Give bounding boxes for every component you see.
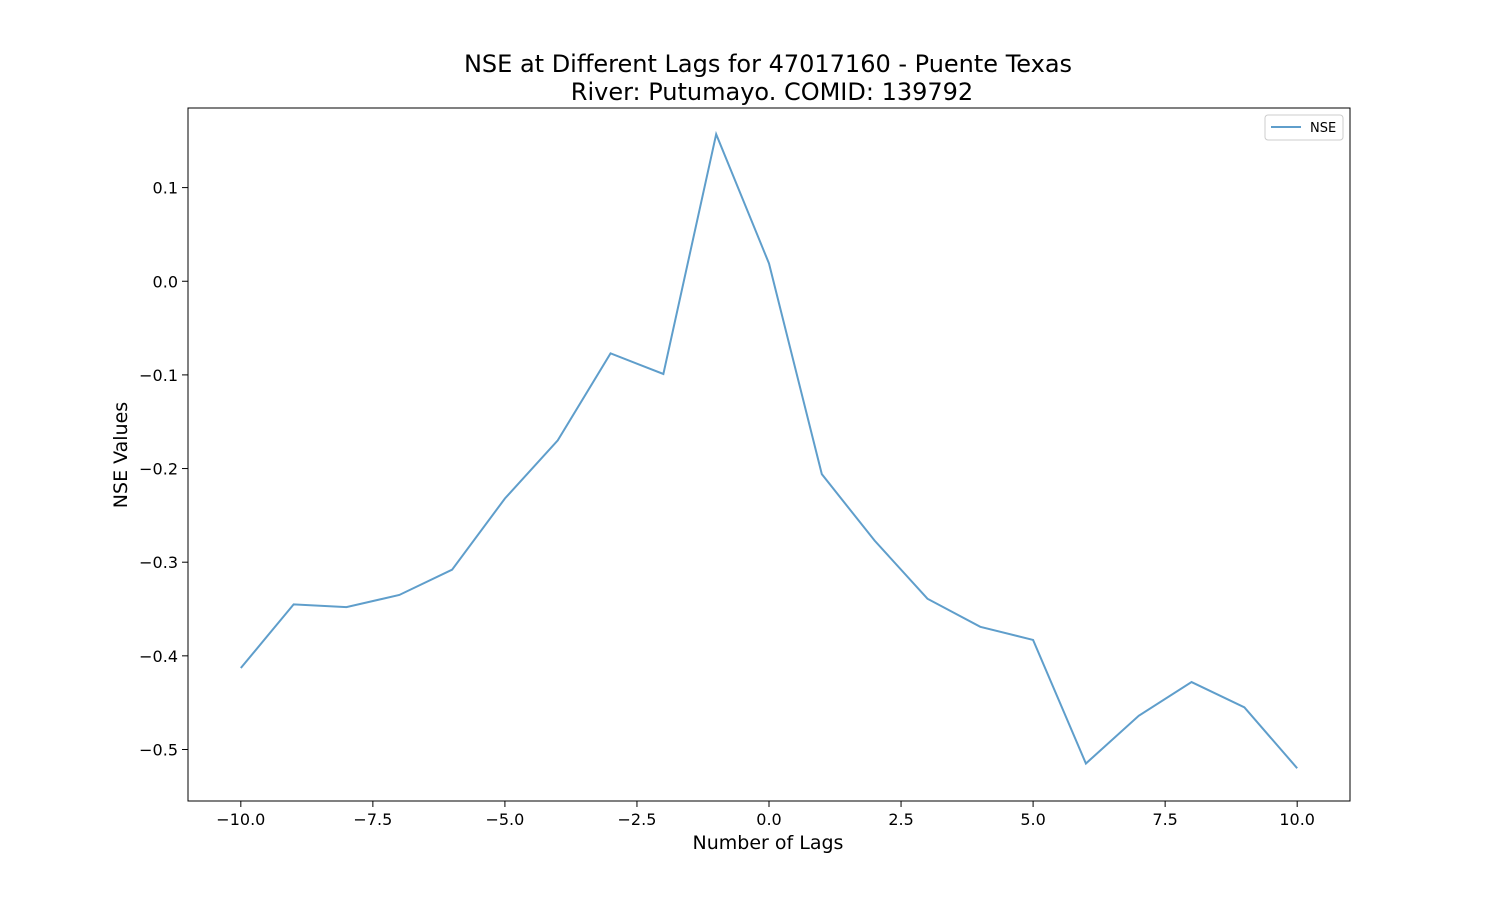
y-tick-label: 0.1: [153, 179, 178, 198]
legend: NSE: [1264, 114, 1344, 141]
y-tick-label: −0.1: [139, 366, 178, 385]
x-tick-label: −7.5: [353, 810, 392, 829]
y-tick-label: −0.2: [139, 460, 178, 479]
y-tick-label: −0.5: [139, 740, 178, 759]
x-tick-label: −5.0: [485, 810, 524, 829]
y-tick-label: −0.3: [139, 553, 178, 572]
plot-area: [188, 108, 1350, 801]
chart-title-line-2: River: Putumayo. COMID: 139792: [571, 78, 973, 106]
x-tick-label: 2.5: [888, 810, 913, 829]
x-tick-label: −10.0: [216, 810, 265, 829]
x-tick-label: 10.0: [1279, 810, 1315, 829]
series-layer: [240, 130, 1298, 769]
y-axis-ticks: 0.1 0.0 −0.1 −0.2 −0.3 −0.4 −0.5: [139, 179, 188, 759]
chart-title-line-1: NSE at Different Lags for 47017160 - Pue…: [464, 50, 1072, 78]
x-tick-label: 5.0: [1020, 810, 1045, 829]
legend-box: [1264, 114, 1344, 141]
plot-frame: [187, 107, 1351, 802]
legend-label-nse: NSE: [1310, 121, 1336, 136]
y-tick-label: 0.0: [153, 272, 178, 291]
x-axis-label: Number of Lags: [693, 832, 844, 854]
x-tick-label: 7.5: [1152, 810, 1177, 829]
x-axis-ticks: −10.0 −7.5 −5.0 −2.5 0.0 2.5 5.0 7.5 10.0: [216, 801, 1315, 829]
y-axis-label: NSE Values: [110, 402, 132, 508]
x-tick-label: −2.5: [618, 810, 657, 829]
x-tick-label: 0.0: [756, 810, 781, 829]
y-tick-label: −0.4: [139, 647, 178, 666]
